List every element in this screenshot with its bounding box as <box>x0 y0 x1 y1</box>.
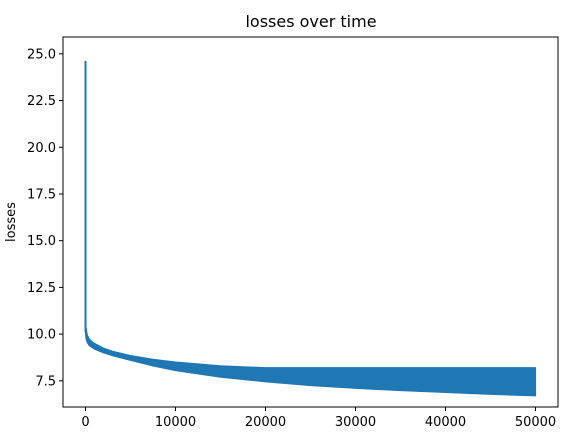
x-tick-label: 10000 <box>155 415 196 430</box>
x-tick-label: 50000 <box>515 415 556 430</box>
x-tick-label: 40000 <box>425 415 466 430</box>
y-tick-label: 10.0 <box>27 328 56 343</box>
y-tick-label: 17.5 <box>27 187 56 202</box>
y-tick-label: 20.0 <box>27 141 56 156</box>
x-tick-label: 0 <box>81 415 89 430</box>
x-tick-label: 20000 <box>245 415 286 430</box>
data-layer <box>84 60 537 397</box>
y-tick-label: 22.5 <box>27 94 56 109</box>
plot-frame <box>62 36 559 408</box>
y-tick-label: 12.5 <box>27 281 56 296</box>
y-tick-label: 7.5 <box>35 374 56 389</box>
x-tick-label: 30000 <box>335 415 376 430</box>
x-ticks: 0 10000 20000 30000 40000 50000 <box>81 407 556 430</box>
y-tick-label: 25.0 <box>27 47 56 62</box>
chart-title: losses over time <box>245 12 376 31</box>
y-tick-label: 15.0 <box>27 234 56 249</box>
y-ticks: 7.5 10.0 12.5 15.0 17.5 20.0 22.5 25.0 <box>27 47 63 389</box>
y-axis-label: losses <box>4 202 19 242</box>
loss-series-band <box>84 60 537 397</box>
